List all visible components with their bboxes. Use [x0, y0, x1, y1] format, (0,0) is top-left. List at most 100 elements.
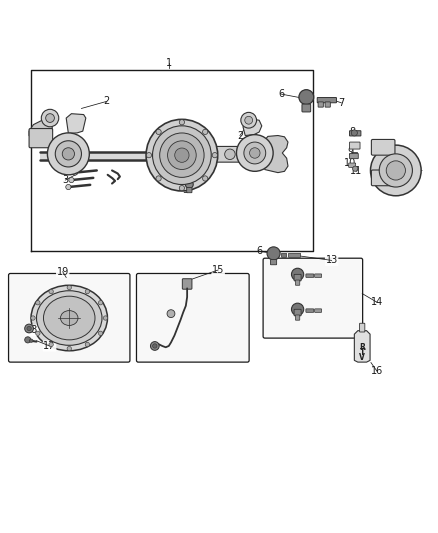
- Text: 16: 16: [371, 366, 383, 376]
- FancyBboxPatch shape: [294, 309, 301, 316]
- Circle shape: [72, 170, 78, 175]
- Circle shape: [225, 149, 235, 159]
- Circle shape: [202, 130, 208, 134]
- Text: 2: 2: [103, 96, 110, 107]
- Circle shape: [156, 176, 161, 181]
- Circle shape: [25, 324, 33, 333]
- Ellipse shape: [43, 296, 95, 340]
- FancyBboxPatch shape: [360, 323, 365, 332]
- Text: 3: 3: [62, 175, 68, 185]
- Circle shape: [47, 133, 89, 175]
- Circle shape: [67, 346, 71, 351]
- Circle shape: [69, 177, 74, 183]
- Circle shape: [179, 119, 184, 125]
- Text: 8: 8: [349, 127, 355, 137]
- Polygon shape: [29, 120, 52, 141]
- FancyBboxPatch shape: [295, 315, 300, 320]
- Polygon shape: [66, 114, 86, 133]
- FancyBboxPatch shape: [288, 253, 300, 257]
- Circle shape: [99, 331, 103, 335]
- Ellipse shape: [31, 285, 107, 351]
- FancyBboxPatch shape: [182, 279, 192, 289]
- Circle shape: [85, 342, 89, 346]
- FancyBboxPatch shape: [214, 147, 247, 162]
- FancyBboxPatch shape: [371, 170, 395, 185]
- Circle shape: [99, 301, 103, 305]
- Text: 6: 6: [278, 89, 284, 99]
- Circle shape: [379, 154, 413, 187]
- Circle shape: [351, 130, 357, 136]
- FancyBboxPatch shape: [187, 188, 192, 193]
- FancyBboxPatch shape: [282, 253, 287, 257]
- FancyBboxPatch shape: [9, 273, 130, 362]
- Circle shape: [46, 114, 54, 123]
- FancyBboxPatch shape: [306, 274, 314, 277]
- Text: 1: 1: [166, 59, 172, 68]
- FancyBboxPatch shape: [317, 98, 336, 103]
- Text: 5: 5: [182, 184, 188, 195]
- Circle shape: [55, 141, 81, 167]
- FancyBboxPatch shape: [29, 128, 53, 148]
- Text: 13: 13: [325, 255, 338, 265]
- FancyBboxPatch shape: [350, 131, 361, 136]
- FancyBboxPatch shape: [263, 258, 363, 338]
- FancyBboxPatch shape: [349, 163, 356, 167]
- Circle shape: [35, 331, 40, 335]
- Bar: [40, 152, 278, 159]
- Circle shape: [185, 181, 193, 188]
- Circle shape: [244, 142, 266, 164]
- Circle shape: [62, 148, 74, 160]
- Circle shape: [25, 337, 31, 343]
- Text: 6: 6: [256, 246, 262, 256]
- Circle shape: [49, 342, 53, 346]
- FancyBboxPatch shape: [350, 142, 360, 149]
- FancyBboxPatch shape: [137, 273, 249, 362]
- Circle shape: [103, 316, 108, 320]
- Circle shape: [150, 342, 159, 350]
- Circle shape: [27, 326, 31, 330]
- FancyBboxPatch shape: [314, 274, 321, 277]
- Circle shape: [291, 303, 304, 316]
- Circle shape: [29, 339, 33, 343]
- Circle shape: [299, 90, 314, 104]
- Text: 14: 14: [371, 297, 383, 308]
- Polygon shape: [263, 135, 288, 173]
- Circle shape: [49, 289, 53, 294]
- Text: 12: 12: [404, 166, 417, 176]
- FancyBboxPatch shape: [271, 260, 277, 265]
- Circle shape: [386, 161, 406, 180]
- Circle shape: [267, 247, 280, 260]
- Circle shape: [291, 268, 304, 280]
- Text: 7: 7: [338, 98, 344, 108]
- Circle shape: [245, 116, 253, 124]
- Circle shape: [175, 148, 189, 163]
- Circle shape: [167, 310, 175, 318]
- FancyBboxPatch shape: [294, 274, 301, 281]
- Circle shape: [371, 145, 421, 196]
- FancyBboxPatch shape: [325, 102, 330, 107]
- Ellipse shape: [60, 311, 78, 326]
- Circle shape: [202, 176, 208, 181]
- Polygon shape: [354, 330, 370, 362]
- Text: 2: 2: [237, 131, 243, 141]
- Circle shape: [212, 152, 217, 158]
- Text: 11: 11: [350, 166, 363, 176]
- Circle shape: [152, 126, 211, 184]
- FancyBboxPatch shape: [295, 280, 300, 285]
- Circle shape: [31, 316, 35, 320]
- FancyBboxPatch shape: [350, 154, 358, 159]
- Text: 15: 15: [212, 265, 224, 275]
- FancyBboxPatch shape: [314, 309, 321, 312]
- FancyBboxPatch shape: [318, 102, 323, 107]
- Circle shape: [250, 148, 260, 158]
- FancyBboxPatch shape: [306, 309, 314, 312]
- Text: T: T: [360, 348, 365, 357]
- Text: 10: 10: [344, 158, 356, 167]
- Text: 17: 17: [43, 341, 56, 351]
- Text: R: R: [359, 343, 365, 352]
- Circle shape: [146, 119, 218, 191]
- Text: 18: 18: [26, 325, 38, 335]
- Polygon shape: [243, 119, 262, 135]
- Circle shape: [241, 112, 257, 128]
- Text: 19: 19: [57, 266, 69, 277]
